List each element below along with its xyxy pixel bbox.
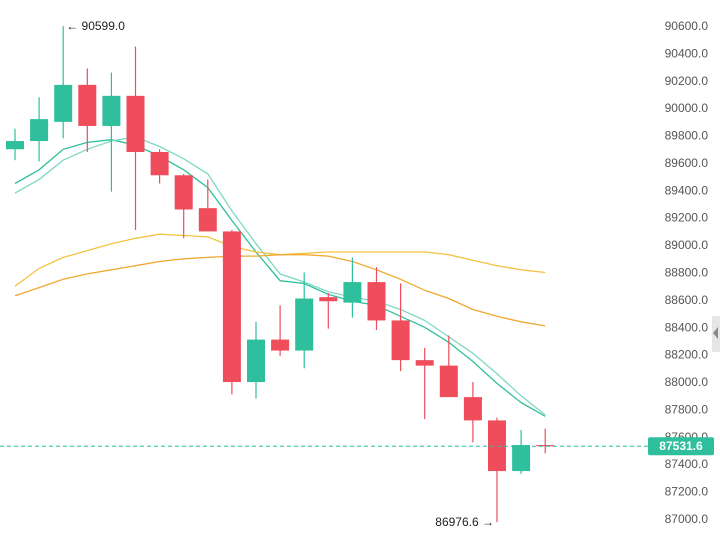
candle: [30, 97, 49, 162]
candle: [78, 68, 97, 152]
candle-body: [174, 175, 193, 210]
y-tick-label: 88600.0: [665, 293, 709, 307]
y-tick-label: 87000.0: [665, 512, 709, 526]
candle-body: [150, 151, 169, 176]
candle-body: [319, 297, 338, 302]
candle-body: [391, 320, 410, 361]
low-price-annotation: 86976.6 →: [435, 515, 494, 529]
candle: [295, 272, 314, 369]
candle: [319, 293, 338, 329]
y-tick-label: 89000.0: [665, 238, 709, 252]
y-tick-label: 90600.0: [665, 19, 709, 33]
candle: [415, 347, 434, 420]
y-tick-label: 89400.0: [665, 183, 709, 197]
candle: [102, 72, 121, 192]
candle: [54, 26, 73, 139]
candle: [463, 382, 482, 443]
y-tick-label: 88000.0: [665, 375, 709, 389]
last-price-badge: [648, 437, 714, 456]
annotation-layer: ← 90599.0 86976.6 →: [66, 19, 494, 529]
candle-body: [512, 445, 531, 472]
candle-body: [247, 339, 265, 383]
candle: [6, 128, 24, 161]
candle: [343, 257, 362, 318]
candle-body: [222, 231, 241, 383]
moving-average-layer: [14, 136, 546, 417]
y-tick-label: 90400.0: [665, 46, 709, 60]
candle: [271, 305, 290, 357]
y-tick-label: 88800.0: [665, 266, 709, 280]
candle: [536, 428, 555, 454]
candle: [512, 429, 531, 474]
candle: [126, 46, 145, 231]
candle-body: [295, 298, 314, 351]
y-tick-label: 88400.0: [665, 320, 709, 334]
last-price-layer: 87531.6: [0, 437, 714, 456]
candle-body: [367, 282, 386, 321]
y-tick-label: 90200.0: [665, 74, 709, 88]
candle: [391, 283, 410, 372]
candle-body: [102, 95, 121, 126]
candle: [174, 173, 193, 239]
y-tick-label: 87800.0: [665, 402, 709, 416]
candle-body: [30, 119, 49, 142]
y-tick-label: 90000.0: [665, 101, 709, 115]
y-tick-label: 89200.0: [665, 211, 709, 225]
candle-body: [6, 141, 24, 150]
moving-average-line-2: [14, 136, 546, 416]
candle: [150, 149, 169, 184]
moving-average-line-1: [14, 139, 546, 417]
candle-body: [536, 445, 555, 447]
candle-body: [198, 208, 217, 232]
y-tick-label: 87400.0: [665, 457, 709, 471]
candle: [247, 321, 265, 399]
candles-layer: [6, 26, 555, 523]
y-tick-label: 89600.0: [665, 156, 709, 170]
candle-body: [439, 365, 458, 398]
moving-average-line-4: [14, 254, 546, 327]
high-price-annotation: ← 90599.0: [66, 19, 125, 33]
candle: [488, 417, 506, 523]
y-tick-label: 87200.0: [665, 485, 709, 499]
axis-scroll-handle[interactable]: [712, 316, 720, 352]
candle-body: [78, 84, 97, 126]
candle-body: [271, 339, 290, 351]
candle: [198, 179, 217, 232]
candle-body: [343, 282, 362, 303]
candle-body: [54, 84, 73, 122]
y-tick-label: 88200.0: [665, 348, 709, 362]
candle-body: [126, 95, 145, 152]
candle: [367, 267, 386, 331]
last-price-label: 87531.6: [659, 439, 703, 453]
candle-body: [415, 360, 434, 366]
moving-average-line-3: [14, 233, 546, 287]
candle-body: [463, 397, 482, 421]
candle: [439, 335, 458, 398]
price-axis: 90600.0 90400.0 90200.0 90000.0 89800.0 89600…: [665, 19, 709, 526]
candle: [222, 230, 241, 395]
y-tick-label: 89800.0: [665, 129, 709, 143]
chevron-left-icon: [713, 327, 718, 339]
